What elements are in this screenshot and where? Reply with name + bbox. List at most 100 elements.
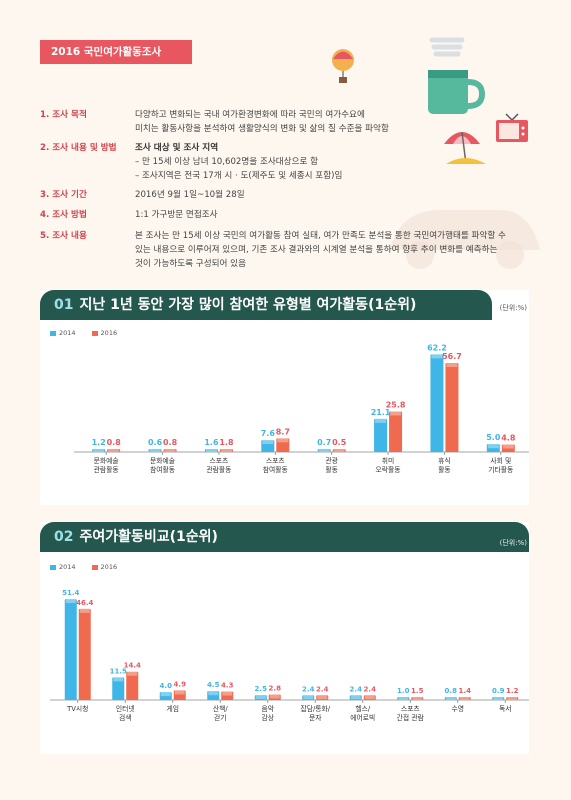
info-line: – 만 15세 이상 남녀 10,602명을 조사대상으로 함	[135, 157, 319, 167]
bar-2016	[219, 449, 233, 452]
x-tick-label: 수영	[451, 704, 464, 713]
bar-2016-highlight	[277, 438, 289, 443]
info-text: 다양하고 변화되는 국내 여가환경변화에 따라 국민의 여가수요에 미치는 활동사…	[135, 108, 540, 136]
data-label: 0.9	[492, 687, 505, 695]
x-tick-label: 검색	[119, 713, 132, 722]
x-tick-label: 관람활동	[94, 465, 119, 474]
info-label: 4. 조사 방법	[40, 210, 87, 220]
x-tick-label: 감상	[261, 713, 274, 722]
umbrella-beach-icon	[444, 131, 486, 165]
x-tick-label: 에어로빅	[350, 713, 375, 722]
chart-2-title: 주여가활동비교(1순위)	[79, 529, 218, 545]
bar-2014	[492, 697, 505, 700]
bar-2014-highlight	[303, 695, 314, 700]
data-label: 62.2	[427, 343, 447, 352]
bar-2016	[268, 694, 281, 700]
mug-icon	[428, 37, 486, 114]
bar-2014	[207, 691, 220, 700]
info-line: 조사 대상 및 조사 지역	[135, 143, 219, 153]
data-label: 0.8	[107, 438, 122, 447]
data-label: 4.0	[160, 682, 173, 690]
data-label: 1.2	[92, 438, 106, 447]
bar-2014-highlight	[398, 697, 409, 700]
info-line: 1:1 가구방문 면접조사	[135, 210, 218, 220]
data-label: 1.2	[506, 687, 519, 695]
bar-2014-highlight	[65, 599, 76, 604]
x-tick-label: 잡담/통화/	[300, 705, 330, 713]
data-label: 0.8	[445, 687, 458, 695]
bar-2014	[317, 449, 331, 452]
chart-1-number: 01	[54, 297, 74, 313]
legend-item-2016: 2016	[91, 329, 117, 337]
info-text: 조사 대상 및 조사 지역 – 만 15세 이상 남녀 10,602명을 조사대상…	[135, 141, 540, 183]
bar-2016	[221, 691, 234, 700]
bar-2014	[204, 449, 218, 452]
bar-2014-highlight	[487, 444, 499, 449]
chart-1-header: 01 지난 1년 동안 가장 많이 참여한 유형별 여가활동(1순위)	[40, 290, 492, 320]
x-tick-label: 휴식	[438, 456, 451, 465]
x-tick-label: 스포츠	[401, 705, 420, 713]
data-label: 46.4	[76, 599, 93, 607]
x-tick-label: 참여활동	[263, 465, 288, 474]
bar-2014	[64, 599, 77, 700]
x-tick-label: 게임	[166, 704, 179, 713]
bar-2016	[389, 411, 403, 452]
data-label: 4.8	[501, 433, 516, 442]
data-label: 2.5	[255, 685, 268, 693]
x-tick-label: 스포츠	[210, 457, 229, 465]
bar-2014-highlight	[350, 695, 361, 700]
data-label: 1.6	[204, 438, 219, 447]
bar-2016	[107, 449, 121, 452]
chart-panel-2: 02 주여가활동비교(1순위) (단위:%) 2014 2016 51.4 46.4…	[40, 522, 529, 754]
data-label: 1.0	[397, 687, 410, 695]
data-label: 1.8	[219, 438, 234, 447]
data-label: 2.4	[364, 685, 377, 693]
bar-2014	[349, 695, 362, 700]
x-tick-label: 관광	[325, 456, 338, 465]
bar-2014	[444, 697, 457, 700]
bar-2016	[458, 697, 471, 700]
bar-2014	[92, 449, 106, 452]
info-label: 2. 조사 내용 및 방법	[40, 143, 117, 153]
bar-2014-highlight	[255, 695, 266, 700]
info-label: 3. 조사 기간	[40, 190, 87, 200]
info-line: 것이 가능하도록 구성되어 있음	[135, 259, 246, 269]
bar-2016-highlight	[507, 697, 518, 700]
chart-panel-1: 01 지난 1년 동안 가장 많이 참여한 유형별 여가활동(1순위) (단위:%…	[40, 290, 529, 505]
x-tick-label: 문화예술	[150, 456, 175, 465]
tv-icon	[496, 113, 528, 142]
data-label: 2.4	[302, 685, 315, 693]
bar-2016-highlight	[446, 363, 458, 368]
bar-2014	[148, 449, 162, 452]
bar-2014-highlight	[160, 692, 171, 697]
legend-item-2016: 2016	[91, 563, 117, 571]
data-label: 7.6	[261, 429, 276, 438]
bar-2016	[173, 690, 186, 700]
x-tick-label: 독서	[499, 704, 512, 713]
survey-title-tag: 2016 국민여가활동조사	[40, 40, 192, 64]
balloon-icon	[332, 49, 354, 83]
bar-2016-highlight	[364, 695, 375, 700]
bar-2014	[159, 692, 172, 700]
data-label: 56.7	[442, 352, 462, 361]
x-tick-label: 참여활동	[150, 465, 175, 474]
bar-2016-highlight	[333, 449, 345, 452]
bar-2016-highlight	[108, 449, 120, 452]
bar-2016-highlight	[220, 449, 232, 452]
bar-2014	[302, 695, 315, 700]
info-line: – 조사지역은 전국 17개 시 · 도(제주도 및 세종시 포함)임	[135, 171, 343, 181]
bar-2014	[397, 697, 410, 700]
bar-2014-highlight	[431, 354, 443, 359]
info-label: 5. 조사 내용	[40, 231, 87, 241]
data-label: 1.5	[411, 687, 424, 695]
bar-2014	[486, 444, 500, 452]
data-label: 11.5	[110, 667, 127, 675]
bar-2016-highlight	[174, 690, 185, 695]
bar-2016	[78, 608, 91, 700]
chart-2-header: 02 주여가활동비교(1순위)	[40, 522, 529, 552]
bar-2014	[374, 418, 388, 452]
info-line: 2016년 9월 1일~10월 28일	[135, 190, 245, 200]
bar-2014-highlight	[375, 418, 387, 423]
data-label: 4.5	[207, 681, 220, 689]
info-text: 본 조사는 만 15세 이상 국민의 여가활동 참여 실태, 여가 만족도 분석…	[135, 229, 540, 271]
